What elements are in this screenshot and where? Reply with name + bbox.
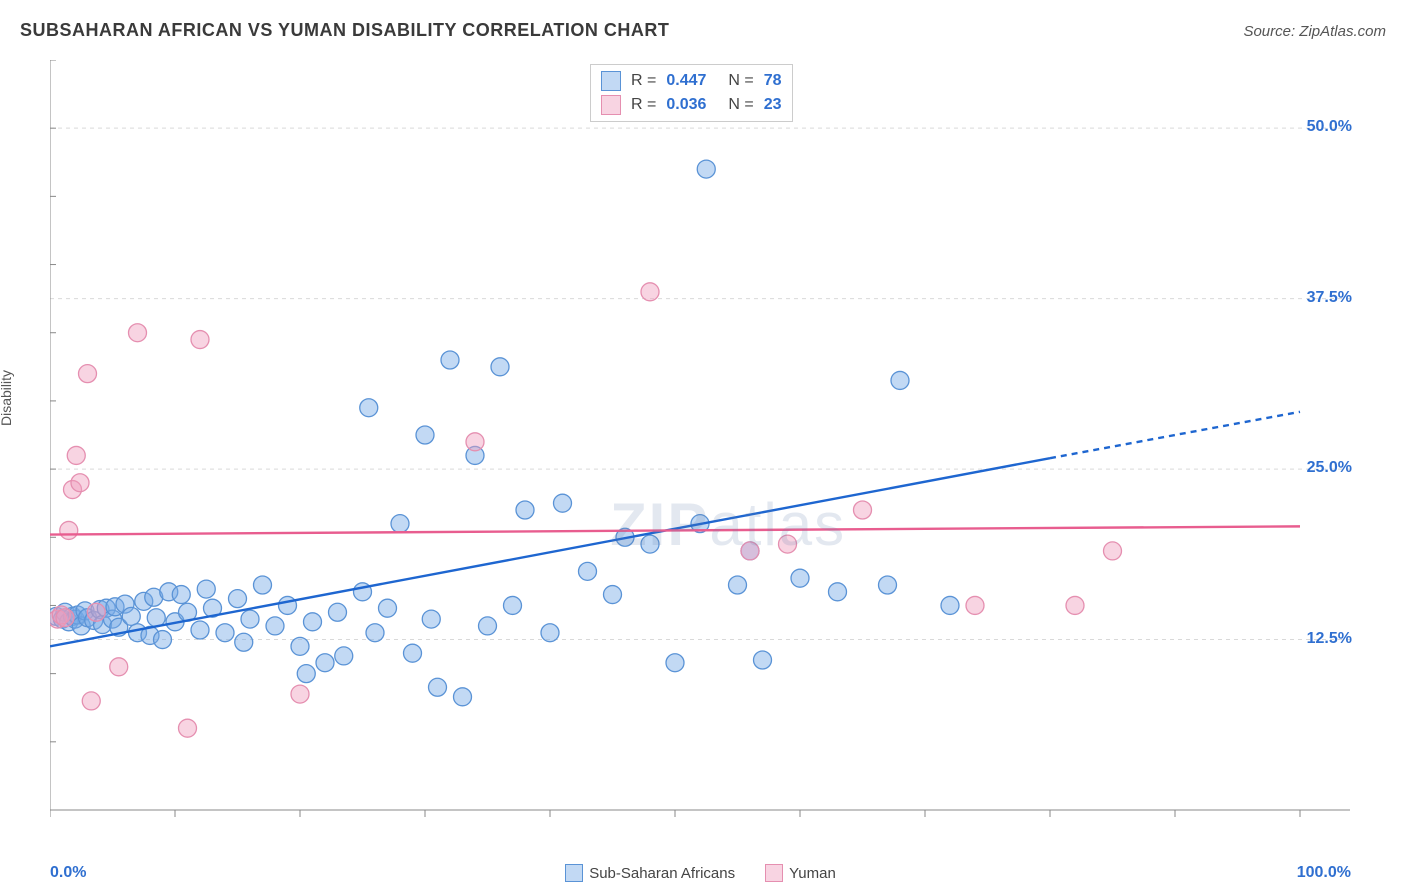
stat-r-value: 0.447: [666, 72, 706, 90]
legend-swatch-icon: [601, 71, 621, 91]
plot-area: ZIPatlas R =0.447N =78R =0.036N =23 12.5…: [50, 60, 1350, 830]
stats-legend-box: R = 0.447 N = 78 R = 0.036 N = 23: [590, 64, 793, 122]
stat-n-value: 23: [764, 96, 782, 114]
legend-item: Sub-Saharan Africans: [565, 864, 735, 882]
chart-title: SUBSAHARAN AFRICAN VS YUMAN DISABILITY C…: [20, 20, 669, 41]
legend-label: Yuman: [789, 865, 836, 882]
stat-r-label: R =: [631, 72, 656, 90]
y-tick-label: 25.0%: [1307, 459, 1352, 477]
y-tick-label: 12.5%: [1307, 630, 1352, 648]
legend-swatch-icon: [765, 864, 783, 882]
stat-n-value: 78: [764, 72, 782, 90]
legend-bottom: Sub-Saharan Africans Yuman: [50, 864, 1351, 882]
stat-r-label: R =: [631, 96, 656, 114]
y-tick-label: 50.0%: [1307, 118, 1352, 136]
legend-swatch-icon: [565, 864, 583, 882]
stats-row: R = 0.447 N = 78: [601, 69, 782, 93]
y-axis-label: Disability: [0, 370, 14, 426]
x-max-label: 100.0%: [1297, 864, 1351, 882]
legend-item: Yuman: [765, 864, 836, 882]
stat-n-label: N =: [728, 72, 753, 90]
stat-n-label: N =: [728, 96, 753, 114]
legend-label: Sub-Saharan Africans: [589, 865, 735, 882]
chart-header: SUBSAHARAN AFRICAN VS YUMAN DISABILITY C…: [20, 20, 1386, 41]
legend-swatch-icon: [601, 95, 621, 115]
stat-r-value: 0.036: [666, 96, 706, 114]
x-axis-bar: 0.0% Sub-Saharan AfricansYuman 100.0%: [50, 852, 1351, 882]
source-label: Source: ZipAtlas.com: [1243, 23, 1386, 40]
scatter-svg: [50, 60, 1350, 830]
stats-row: R = 0.036 N = 23: [601, 93, 782, 117]
y-tick-label: 37.5%: [1307, 289, 1352, 307]
